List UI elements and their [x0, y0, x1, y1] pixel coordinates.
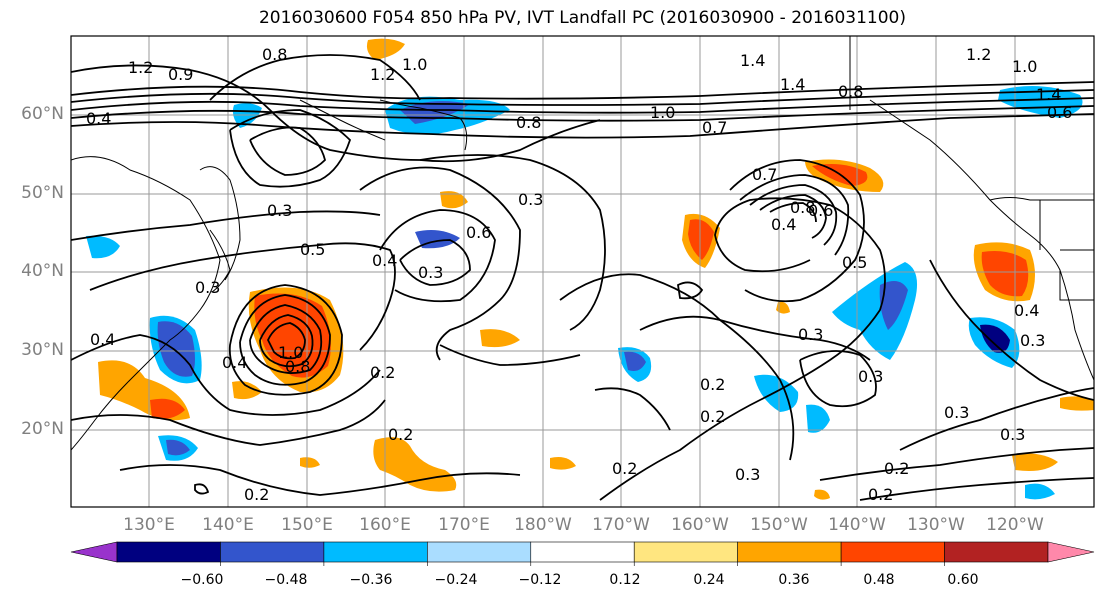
- colorbar-tick-label: 0.48: [863, 572, 895, 588]
- contour-label: 0.4: [1014, 301, 1039, 320]
- contour-label: 0.4: [222, 353, 247, 372]
- contour-label: 0.3: [1000, 425, 1025, 444]
- contour-label: 0.8: [262, 45, 287, 64]
- contour-label: 0.8: [838, 82, 863, 101]
- colorbar-swatch: [116, 541, 221, 563]
- coastlines: [71, 36, 1094, 451]
- colorbar-swatch: [220, 541, 325, 563]
- lat-label-40n: 40°N: [21, 261, 64, 281]
- contour-label: 0.3: [944, 403, 969, 422]
- contour-labels: 1.2 0.90.80.41.01.20.81.41.4 0.81.00.71.21…: [86, 45, 1072, 504]
- map-title: 2016030600 F054 850 hPa PV, IVT Landfall…: [258, 8, 906, 28]
- colorbar-swatch: [530, 541, 635, 563]
- lon-label-130e: 130°E: [123, 515, 175, 535]
- lat-label-20n: 20°N: [21, 419, 64, 439]
- contour-label: 0.3: [518, 190, 543, 209]
- contour-label: 0.2: [700, 407, 725, 426]
- contour-label: 0.4: [771, 215, 796, 234]
- contour-label: 0.2: [370, 363, 395, 382]
- contour-label: 0.3: [1020, 331, 1045, 350]
- contour-label: 1.0: [650, 103, 675, 122]
- contour-label: 0.4: [372, 251, 397, 270]
- colorbar-tick-label: −0.36: [349, 572, 393, 588]
- contour-label: 0.3: [195, 278, 220, 297]
- contour-label: 0.5: [842, 253, 867, 272]
- lon-label-180w: 180°W: [514, 515, 572, 535]
- contour-label: 0.3: [858, 367, 883, 386]
- lat-label-50n: 50°N: [21, 183, 64, 203]
- contour-label: 1.4: [1036, 85, 1061, 104]
- contour-label: 1.2: [128, 58, 153, 77]
- contour-label: 0.9: [168, 65, 193, 84]
- contour-label: 0.3: [267, 201, 292, 220]
- lon-label-120w: 120°W: [986, 515, 1044, 535]
- contour-label: 1.0: [402, 55, 427, 74]
- colorbar-tick-label: 0.36: [778, 572, 810, 588]
- colorbar-tick-label: −0.48: [264, 572, 308, 588]
- lon-label-140w: 140°W: [828, 515, 886, 535]
- lon-label-170w: 170°W: [592, 515, 650, 535]
- lon-label-140e: 140°E: [202, 515, 254, 535]
- contour-label: 0.6: [808, 201, 833, 220]
- colorbar-tick-label: 0.24: [693, 572, 725, 588]
- colorbar-swatch: [427, 541, 532, 563]
- contour-label: 0.3: [418, 263, 443, 282]
- contour-label: 0.7: [752, 165, 777, 184]
- contour-label: 0.2: [388, 425, 413, 444]
- contour-label: 0.2: [612, 459, 637, 478]
- colorbar-tick-label: 0.12: [609, 572, 641, 588]
- colorbar-tick-label: −0.24: [434, 572, 478, 588]
- contour-label: 1.0: [278, 343, 303, 362]
- colorbar-tick-label: −0.60: [180, 572, 224, 588]
- contour-label: 0.2: [700, 375, 725, 394]
- colorbar-swatch: [323, 541, 428, 563]
- contour-label: 0.8: [285, 357, 310, 376]
- colorbar-swatch: [840, 541, 945, 563]
- colorbar-swatch: [944, 541, 1049, 563]
- contour-label: 0.6: [1047, 103, 1072, 122]
- graticule: [71, 36, 1094, 507]
- lat-label-60n: 60°N: [21, 104, 64, 124]
- colorbar-tick-label: −0.12: [518, 572, 562, 588]
- lon-label-150e: 150°E: [281, 515, 333, 535]
- lon-label-150w: 150°W: [750, 515, 808, 535]
- contour-label: 0.6: [466, 223, 491, 242]
- contour-label: 0.2: [884, 459, 909, 478]
- colorbar-swatch: [633, 541, 738, 563]
- contour-label: 0.3: [735, 465, 760, 484]
- contour-label: 1.2: [370, 65, 395, 84]
- contour-label: 0.4: [90, 330, 115, 349]
- colorbar: [70, 541, 1095, 566]
- colorbar-arrow-low: [70, 541, 118, 563]
- lon-label-160w: 160°W: [671, 515, 729, 535]
- contour-label: 0.5: [300, 240, 325, 259]
- colorbar-arrow-high: [1047, 541, 1095, 563]
- contour-label: 0.4: [86, 109, 111, 128]
- contour-label: 0.2: [868, 485, 893, 504]
- lon-label-170e: 170°E: [438, 515, 490, 535]
- contour-label: 0.8: [790, 198, 815, 217]
- lon-label-160e: 160°E: [359, 515, 411, 535]
- lat-label-30n: 30°N: [21, 340, 64, 360]
- contour-label: 1.2: [966, 45, 991, 64]
- pv-contours: [71, 54, 1094, 501]
- contour-label: 1.0: [1012, 57, 1037, 76]
- contour-label: 0.7: [702, 118, 727, 137]
- plot-frame: [70, 35, 1095, 508]
- lon-label-130w: 130°W: [907, 515, 965, 535]
- contour-label: 0.3: [798, 325, 823, 344]
- contour-label: 1.4: [780, 75, 805, 94]
- contour-label: 0.8: [516, 113, 541, 132]
- contour-label: 0.2: [244, 485, 269, 504]
- colorbar-tick-label: 0.60: [947, 572, 979, 588]
- contour-label: 1.4: [740, 51, 765, 70]
- colorbar-swatch: [737, 541, 842, 563]
